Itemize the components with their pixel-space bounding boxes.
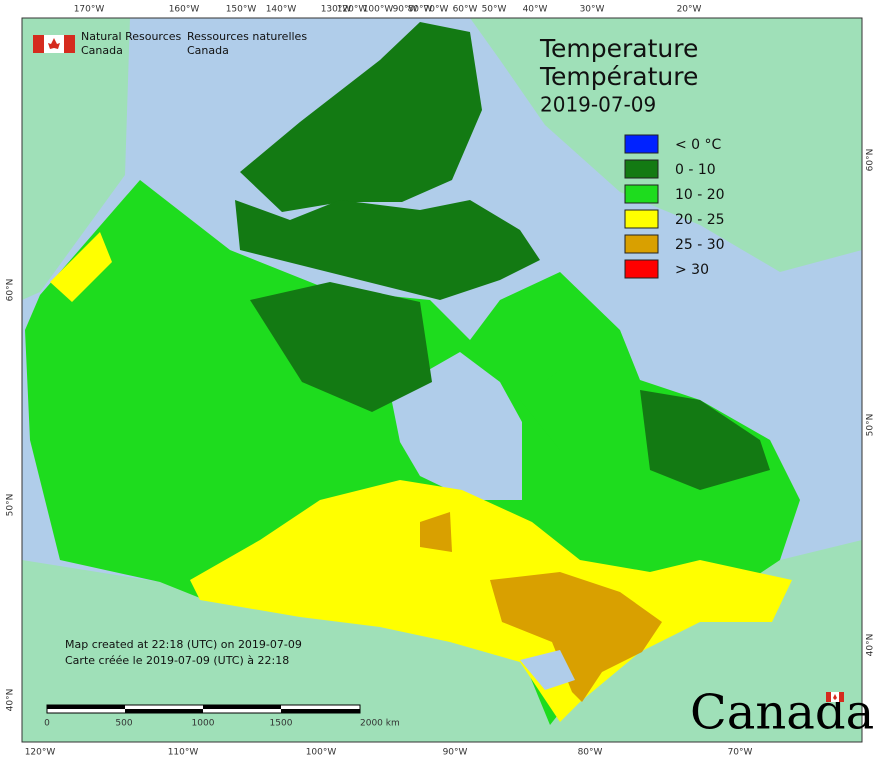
legend-label: < 0 °C <box>675 137 722 153</box>
scale-label: 2000 km <box>360 719 400 729</box>
top-axis-label: 70°W <box>424 5 449 15</box>
bottom-axis-label: 80°W <box>578 748 603 758</box>
legend-swatch <box>624 209 659 229</box>
footer: Carte créée le 2019-07-09 (UTC) à 22:18 <box>65 654 289 667</box>
legend-label: 25 - 30 <box>675 237 725 253</box>
legend-label: 10 - 20 <box>675 187 725 203</box>
top-axis-label: 150°W <box>226 5 257 15</box>
top-axis-label: 120°W <box>337 5 368 15</box>
scale-label: 0 <box>44 719 50 729</box>
bottom-axis-label: 110°W <box>168 748 199 758</box>
legend-label: 0 - 10 <box>675 162 716 178</box>
bottom-axis-label: 120°W <box>25 748 56 758</box>
legend-swatch <box>624 259 659 279</box>
footer: Map created at 22:18 (UTC) on 2019-07-09 <box>65 638 302 651</box>
top-axis-label: 30°W <box>580 5 605 15</box>
agency-en: Natural Resources <box>81 30 182 43</box>
right-axis-label: 50°N <box>866 414 876 437</box>
top-axis-label: 40°W <box>523 5 548 15</box>
agency-fr: Ressources naturelles <box>187 30 307 43</box>
legend-label: 20 - 25 <box>675 212 725 228</box>
top-axis-label: 50°W <box>482 5 507 15</box>
legend-label: > 30 <box>675 262 709 278</box>
agency-en: Canada <box>81 44 123 57</box>
left-axis-label: 50°N <box>6 494 16 517</box>
scale-label: 1000 <box>192 719 215 729</box>
top-axis-label: 60°W <box>453 5 478 15</box>
scale-label: 1500 <box>270 719 293 729</box>
left-axis-label: 60°N <box>6 279 16 302</box>
wordmark: Canada <box>690 685 874 741</box>
right-axis-label: 40°N <box>866 634 876 657</box>
map-frame <box>21 17 863 743</box>
date: 2019-07-09 <box>540 93 656 117</box>
legend-swatch <box>624 234 659 254</box>
left-axis-label: 40°N <box>6 689 16 712</box>
title: Température <box>539 62 698 91</box>
wordmark-flag <box>826 692 844 702</box>
top-axis-label: 160°W <box>169 5 200 15</box>
land <box>22 18 862 742</box>
top-axis-label: 90°W <box>393 5 418 15</box>
agency-fr: Canada <box>187 44 229 57</box>
legend-swatch <box>624 184 659 204</box>
top-axis-label: 80°W <box>408 5 433 15</box>
top-axis-label: 140°W <box>266 5 297 15</box>
bottom-axis-label: 70°W <box>728 748 753 758</box>
scale-bar <box>46 704 361 714</box>
bottom-axis-label: 100°W <box>306 748 337 758</box>
top-axis-label: 170°W <box>74 5 105 15</box>
top-axis-label: 20°W <box>677 5 702 15</box>
legend-swatch <box>624 159 659 179</box>
title: Temperature <box>539 34 698 63</box>
right-axis-label: 60°N <box>866 149 876 172</box>
bottom-axis-label: 90°W <box>443 748 468 758</box>
top-axis-label: 130°W <box>321 5 352 15</box>
scale-label: 500 <box>115 719 132 729</box>
top-axis-label: 100°W <box>363 5 394 15</box>
agency-logo <box>33 35 75 53</box>
legend-swatch <box>624 134 659 154</box>
